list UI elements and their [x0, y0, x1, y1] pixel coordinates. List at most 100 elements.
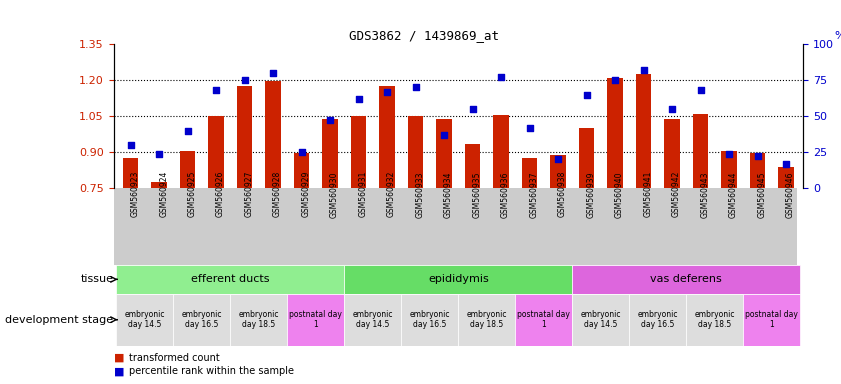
Bar	[743, 294, 801, 346]
Bar	[579, 128, 595, 188]
Point	[295, 149, 309, 155]
Point	[694, 87, 707, 93]
Text: ■: ■	[114, 366, 124, 376]
Text: GSM560938: GSM560938	[558, 171, 567, 217]
Bar	[521, 158, 537, 188]
Text: GSM560932: GSM560932	[387, 171, 396, 217]
Bar	[344, 265, 573, 294]
Text: GSM560943: GSM560943	[701, 171, 710, 218]
Bar	[322, 119, 338, 188]
Text: transformed count: transformed count	[129, 353, 220, 363]
Bar	[344, 294, 401, 346]
Text: vas deferens: vas deferens	[650, 274, 722, 285]
Point	[437, 132, 451, 138]
Bar	[465, 144, 480, 188]
Text: percentile rank within the sample: percentile rank within the sample	[129, 366, 294, 376]
Text: tissue: tissue	[81, 274, 114, 285]
Text: GSM560929: GSM560929	[302, 171, 310, 217]
Point	[152, 151, 166, 157]
Bar	[173, 294, 230, 346]
Point	[209, 87, 223, 93]
Text: embryonic
day 16.5: embryonic day 16.5	[182, 310, 222, 329]
Text: embryonic
day 16.5: embryonic day 16.5	[410, 310, 450, 329]
Text: embryonic
day 18.5: embryonic day 18.5	[467, 310, 507, 329]
Text: GSM560941: GSM560941	[643, 171, 653, 217]
Bar	[230, 294, 288, 346]
Bar	[180, 151, 195, 188]
Point	[267, 70, 280, 76]
Bar	[116, 294, 173, 346]
Bar	[294, 153, 309, 188]
Text: embryonic
day 14.5: embryonic day 14.5	[580, 310, 621, 329]
Point	[380, 89, 394, 95]
Bar	[237, 86, 252, 188]
Bar	[209, 116, 224, 188]
Bar	[573, 265, 801, 294]
Text: GSM560933: GSM560933	[415, 171, 425, 218]
Point	[751, 153, 764, 160]
Point	[124, 142, 137, 148]
Text: postnatal day
1: postnatal day 1	[289, 310, 342, 329]
Text: GSM560937: GSM560937	[530, 171, 538, 218]
Bar	[401, 294, 458, 346]
Bar	[351, 116, 367, 188]
Point	[665, 106, 679, 112]
Bar	[494, 115, 509, 188]
Title: GDS3862 / 1439869_at: GDS3862 / 1439869_at	[349, 28, 499, 41]
Text: GSM560942: GSM560942	[672, 171, 681, 217]
Text: embryonic
day 16.5: embryonic day 16.5	[637, 310, 678, 329]
Bar	[116, 265, 344, 294]
Bar	[664, 119, 680, 188]
Bar	[778, 167, 794, 188]
Bar	[379, 86, 395, 188]
Text: ■: ■	[114, 353, 124, 363]
Bar	[636, 74, 652, 188]
Text: postnatal day
1: postnatal day 1	[745, 310, 798, 329]
Bar	[151, 182, 167, 188]
Point	[780, 161, 793, 167]
Text: GSM560931: GSM560931	[358, 171, 368, 217]
Text: GSM560925: GSM560925	[188, 171, 197, 217]
Text: GSM560940: GSM560940	[615, 171, 624, 218]
Point	[608, 77, 621, 83]
Text: GSM560924: GSM560924	[159, 171, 168, 217]
Text: GSM560934: GSM560934	[444, 171, 453, 218]
Text: GSM560945: GSM560945	[758, 171, 766, 218]
Text: GSM560927: GSM560927	[245, 171, 254, 217]
Bar	[458, 294, 516, 346]
Bar	[749, 153, 765, 188]
Point	[552, 156, 565, 162]
Bar	[408, 116, 423, 188]
Text: GSM560946: GSM560946	[786, 171, 795, 218]
Point	[466, 106, 479, 112]
Text: efferent ducts: efferent ducts	[191, 274, 270, 285]
Text: GSM560936: GSM560936	[501, 171, 510, 218]
Text: GSM560935: GSM560935	[473, 171, 482, 218]
Bar	[123, 158, 139, 188]
Bar	[607, 78, 623, 188]
Bar	[722, 151, 737, 188]
Bar	[550, 155, 566, 188]
Text: epididymis: epididymis	[428, 274, 489, 285]
Point	[523, 124, 537, 131]
Point	[722, 151, 736, 157]
Bar	[436, 119, 452, 188]
Text: embryonic
day 14.5: embryonic day 14.5	[352, 310, 393, 329]
Text: GSM560926: GSM560926	[216, 171, 225, 217]
Point	[495, 74, 508, 80]
Text: GSM560939: GSM560939	[586, 171, 595, 218]
Bar	[693, 114, 708, 188]
Text: postnatal day
1: postnatal day 1	[517, 310, 570, 329]
Point	[324, 118, 337, 124]
Bar	[629, 294, 686, 346]
Bar	[686, 294, 743, 346]
Bar	[265, 81, 281, 188]
Text: GSM560944: GSM560944	[729, 171, 738, 218]
Text: %: %	[834, 31, 841, 41]
Bar	[288, 294, 344, 346]
Point	[238, 77, 251, 83]
Bar	[573, 294, 629, 346]
Text: GSM560923: GSM560923	[130, 171, 140, 217]
Bar	[516, 294, 573, 346]
Point	[637, 67, 650, 73]
